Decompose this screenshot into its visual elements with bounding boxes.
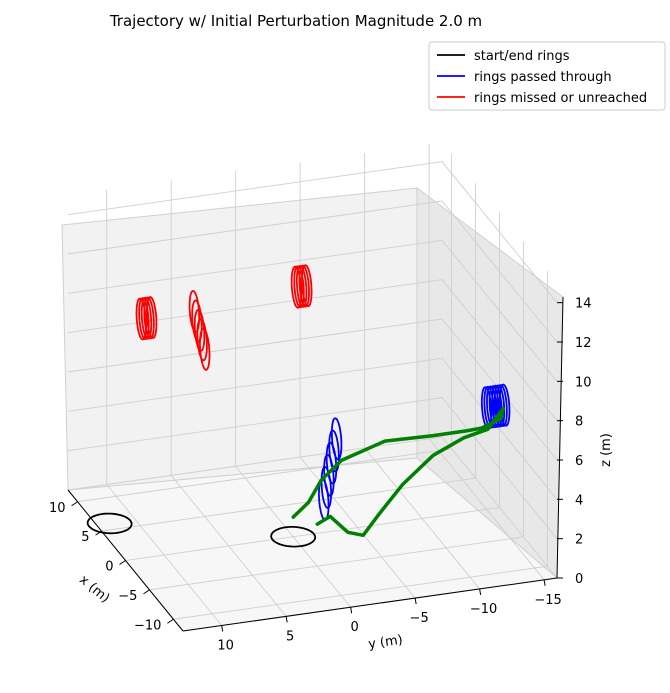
x-tick-mark [119, 560, 126, 565]
ring [135, 297, 148, 341]
grid-line-z [67, 239, 558, 382]
ring [270, 526, 317, 548]
z-tick-label: 12 [575, 336, 592, 351]
y-tick-mark [350, 607, 353, 614]
ring [301, 264, 313, 308]
ring [290, 265, 303, 309]
y-tick-mark [543, 579, 546, 586]
y-tick-mark [479, 588, 482, 596]
grid-line-z [67, 318, 558, 461]
x-tick-mark [143, 589, 150, 595]
y-tick-mark [221, 625, 224, 632]
ring [193, 308, 206, 352]
x-tick-label: 5 [81, 530, 89, 545]
x-tick-label: −10 [134, 618, 161, 633]
legend-label: start/end rings [474, 49, 570, 64]
ring [295, 264, 308, 308]
z-tick-label: 10 [575, 375, 592, 390]
chart-title: Trajectory w/ Initial Perturbation Magni… [109, 12, 482, 30]
y-tick-label: 5 [286, 629, 294, 644]
z-axis-line [556, 296, 564, 579]
legend-label: rings missed or unreached [474, 91, 647, 106]
grid-line-z [67, 436, 558, 579]
ring [298, 264, 310, 308]
z-tick-label: 8 [575, 415, 583, 430]
back-pane [61, 187, 418, 491]
y-tick-label: −5 [410, 611, 429, 626]
grid-line-z [67, 397, 558, 539]
y-tick-mark [285, 616, 288, 623]
ring [86, 512, 133, 535]
grid-line-z [67, 200, 558, 343]
rings-layer [86, 264, 511, 548]
z-tick-label: 14 [575, 297, 592, 312]
z-tick-label: 0 [575, 572, 583, 587]
z-tick-label: 2 [575, 533, 583, 548]
y-tick-label: −10 [470, 602, 497, 617]
grid-line-z [67, 161, 558, 303]
y-tick-label: 10 [217, 639, 234, 654]
grid-lines [67, 143, 558, 626]
x-tick-label: 10 [49, 501, 66, 516]
grid-line-z [67, 357, 558, 500]
z-axis-label: z (m) [599, 433, 614, 467]
axes-panes [61, 187, 564, 632]
axis-ticks: 10 5 0 −5 −10 10 5 0 −5 −10 −15 0 2 4 6 8 10 12 14 [49, 297, 592, 654]
trajectory-layer [291, 406, 505, 538]
legend-box [428, 41, 666, 111]
legend: start/end rings rings passed through rings… [428, 41, 666, 111]
x-tick-mark [167, 618, 174, 624]
ring [191, 299, 203, 343]
ring [188, 289, 201, 333]
ring [330, 417, 343, 461]
y-tick-label: 0 [351, 620, 359, 635]
x-tick-label: 0 [105, 560, 113, 575]
z-tick-label: 6 [575, 454, 583, 469]
legend-label: rings passed through [474, 70, 612, 85]
ring [483, 385, 495, 429]
y-axis-line [182, 577, 558, 632]
z-tick-label: 4 [575, 493, 583, 508]
y-tick-mark [414, 598, 417, 605]
trajectory-line [291, 406, 505, 538]
x-tick-label: −5 [118, 589, 137, 604]
y-tick-label: −15 [534, 593, 561, 608]
x-tick-mark [71, 501, 78, 507]
ring [486, 385, 498, 429]
y-axis-label: y (m) [367, 633, 403, 653]
